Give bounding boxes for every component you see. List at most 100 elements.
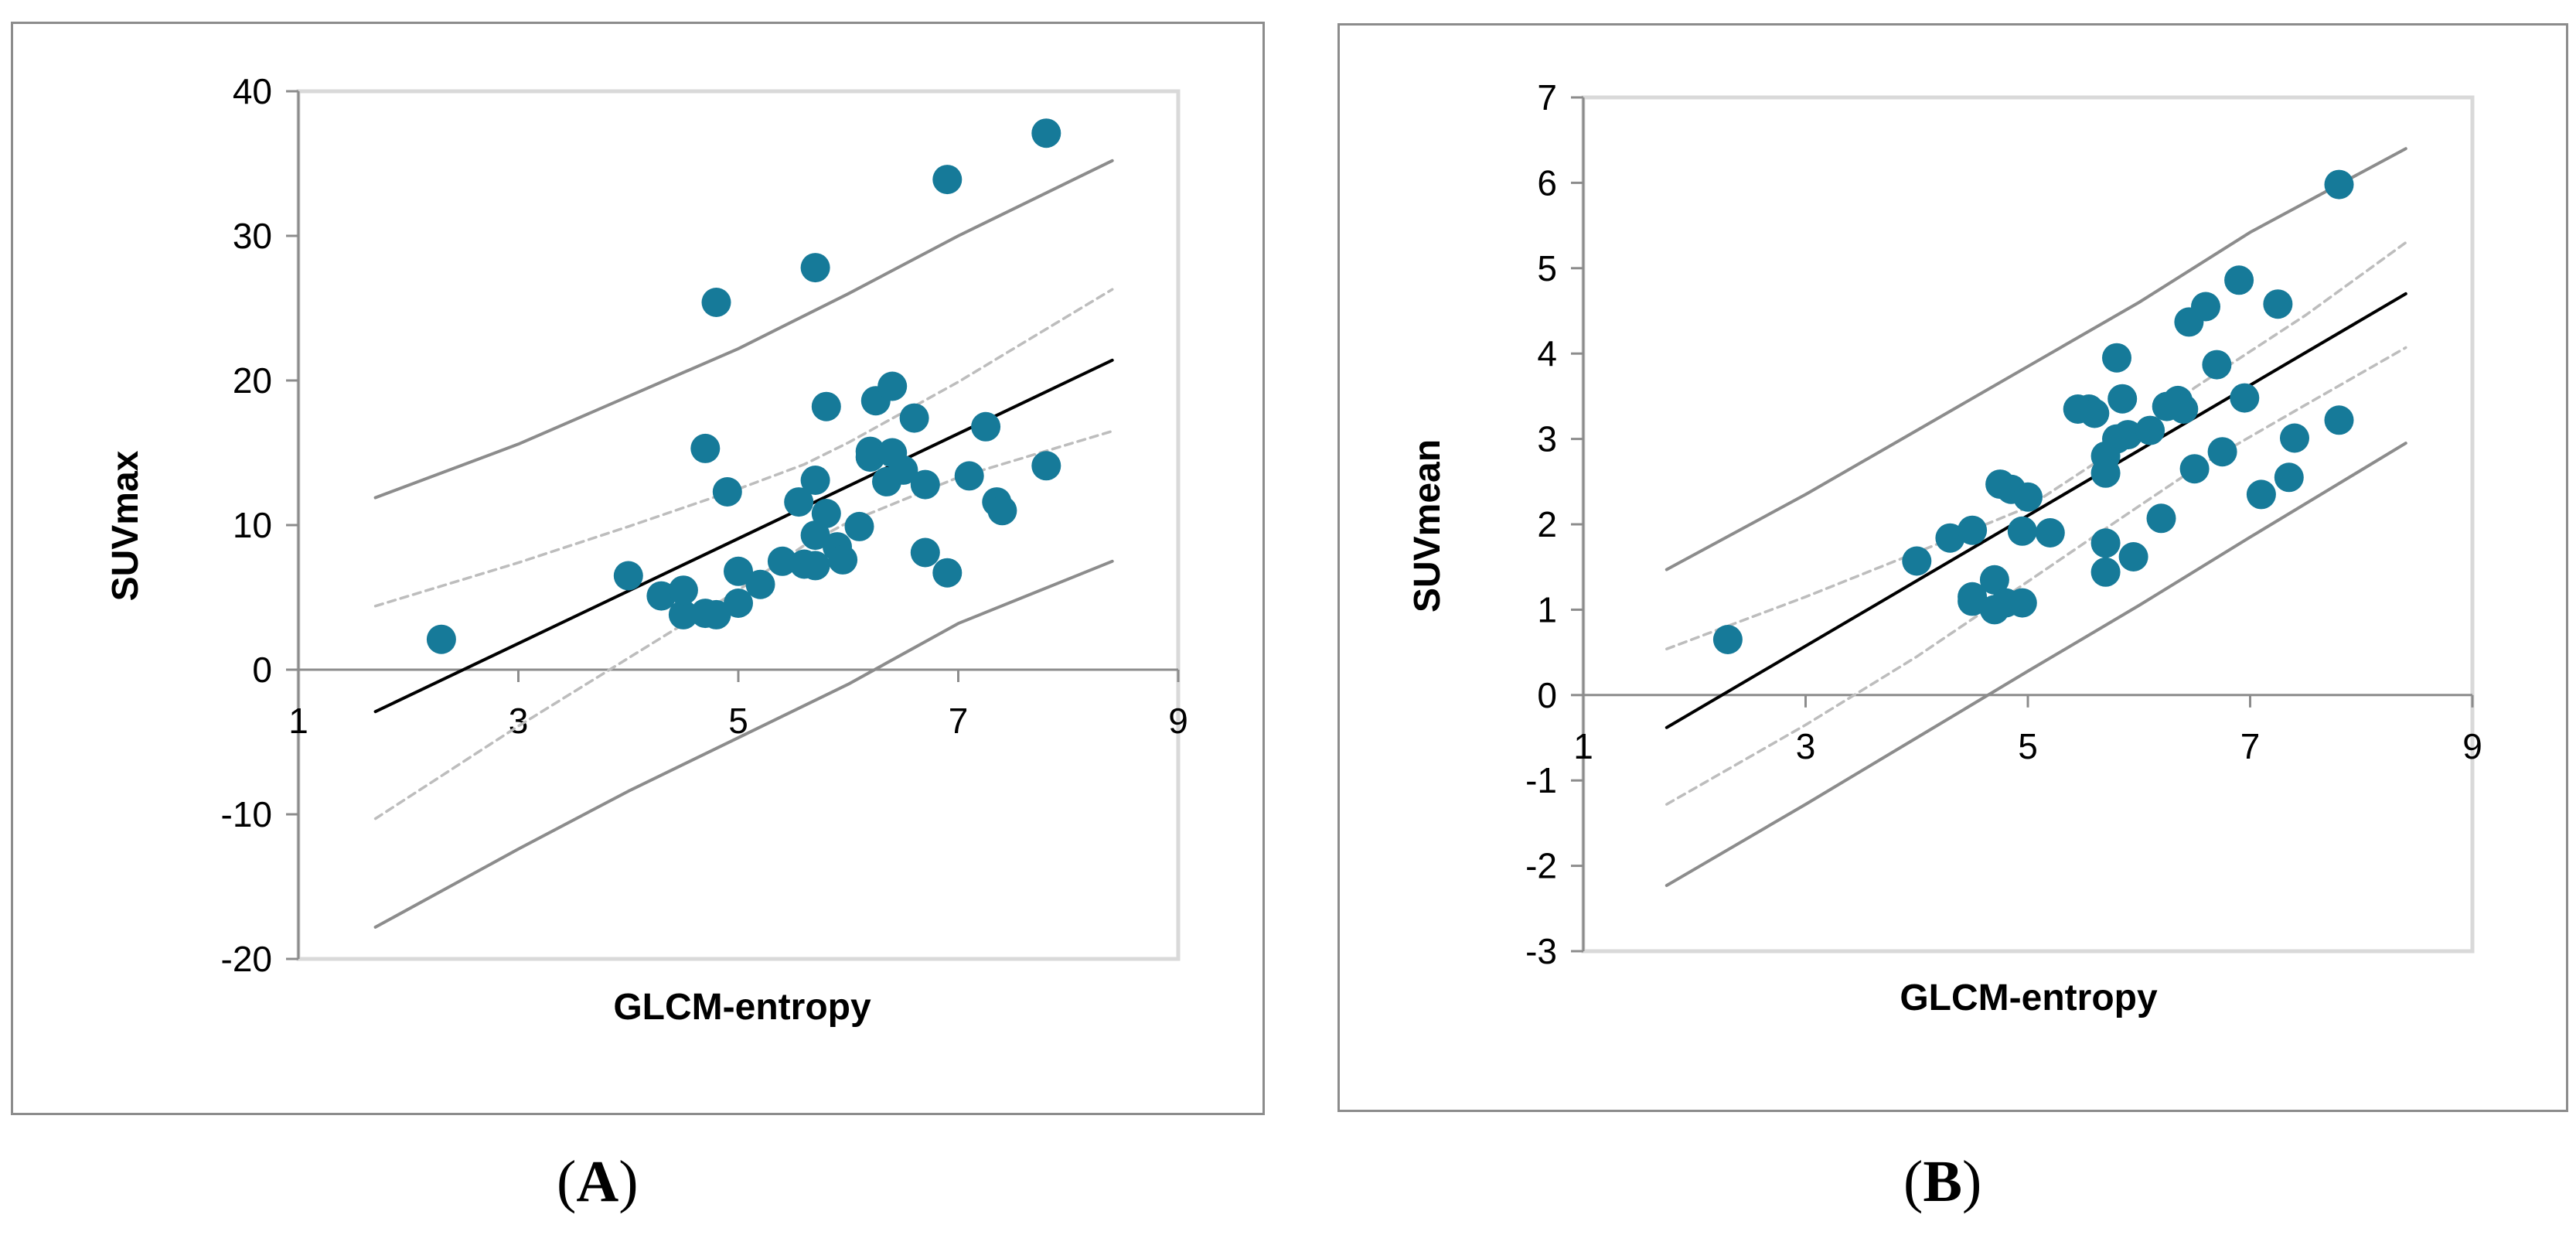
chart-a-data-point xyxy=(910,537,940,568)
chart-b-data-point xyxy=(2007,516,2037,546)
chart-a-data-point xyxy=(724,589,753,618)
chart-b-y-tick-label: 2 xyxy=(1537,504,1557,544)
chart-a-y-tick-label: 40 xyxy=(233,71,272,111)
chart-b-prediction-band-lower xyxy=(1665,442,2407,887)
chart-a-y-tick-label: 20 xyxy=(233,360,272,401)
chart-a-data-point xyxy=(888,455,918,485)
chart-b-y-tick-label: -2 xyxy=(1525,846,1557,886)
chart-a-data-point xyxy=(844,511,874,541)
chart-a-y-axis-title: SUVmax xyxy=(105,450,146,601)
chart-a-data-point xyxy=(800,253,830,283)
chart-b-y-tick-label: 7 xyxy=(1537,77,1557,118)
chart-b-data-point xyxy=(2191,292,2220,322)
chart-b-data-point xyxy=(2246,479,2276,510)
chart-a-data-point xyxy=(828,544,858,575)
caption-b-open: ( xyxy=(1903,1149,1923,1214)
chart-a-data-point xyxy=(1031,118,1061,148)
chart-a-data-point xyxy=(987,496,1017,526)
chart-b-x-tick-label: 3 xyxy=(1796,726,1816,766)
chart-a-y-tick-label: 10 xyxy=(233,505,272,545)
chart-b-y-tick-label: -1 xyxy=(1525,760,1557,800)
chart-a-data-point xyxy=(855,436,885,466)
chart-b-data-point xyxy=(2035,518,2065,548)
chart-b-data-point xyxy=(2080,398,2110,428)
chart-b-data-point xyxy=(2207,437,2237,467)
chart-b-data-point xyxy=(2013,482,2043,512)
chart-b-data-point xyxy=(2224,265,2254,295)
chart-b-x-tick-label: 5 xyxy=(2018,726,2038,766)
chart-a-data-point xyxy=(668,575,698,606)
chart-a-regression-line xyxy=(373,358,1114,714)
chart-a-data-point xyxy=(767,546,797,576)
chart-b-x-tick-label: 1 xyxy=(1573,726,1593,766)
chart-a-data-point xyxy=(811,499,841,528)
chart-b-data-point xyxy=(2280,423,2309,453)
chart-b-y-axis-title: SUVmean xyxy=(1407,439,1448,612)
caption-a: (A) xyxy=(557,1148,639,1216)
chart-a-data-point xyxy=(899,403,929,433)
chart-b-y-tick-label: 4 xyxy=(1537,333,1557,374)
chart-b-y-tick-label: 6 xyxy=(1537,162,1557,203)
caption-b: (B) xyxy=(1903,1148,1981,1216)
chart-b-data-point xyxy=(2113,420,2143,450)
chart-b-data-point xyxy=(2135,415,2165,445)
chart-b-data-point xyxy=(2007,588,2037,618)
chart-a-x-tick-label: 1 xyxy=(288,701,308,741)
chart-b-data-point xyxy=(2324,405,2354,435)
chart-a-y-tick-label: -20 xyxy=(221,939,272,979)
chart-b-prediction-band-upper xyxy=(1665,147,2407,571)
chart-b-data-point xyxy=(1712,625,1743,654)
chart-a-data-point xyxy=(932,558,963,588)
chart-b-data-point xyxy=(2202,350,2232,380)
chart-b-data-point xyxy=(1935,523,1965,553)
chart-a-data-point xyxy=(971,411,1001,442)
chart-b-data-point xyxy=(1979,565,2009,595)
chart-a-data-point xyxy=(932,165,963,195)
chart-b-data-point xyxy=(2090,458,2121,488)
chart-b-data-point xyxy=(2107,384,2138,414)
chart-a-data-point xyxy=(1031,451,1061,481)
chart-a-data-point xyxy=(745,569,775,599)
chart-b-data-point xyxy=(2118,542,2148,571)
chart-a-data-point xyxy=(784,487,814,517)
chart-a-data-point xyxy=(426,624,456,654)
chart-a-data-point xyxy=(800,520,830,551)
chart-a-plot-area xyxy=(296,89,1181,961)
chart-a-prediction-band-lower xyxy=(373,559,1114,929)
chart-a-data-point xyxy=(954,461,984,491)
chart-a-x-tick-label: 7 xyxy=(949,701,969,741)
chart-b-data-point xyxy=(1902,546,1932,576)
caption-a-close: ) xyxy=(618,1149,639,1214)
chart-b-data-point xyxy=(2169,394,2199,424)
chart-a-y-tick-label: -10 xyxy=(221,794,272,834)
chart-a-data-point xyxy=(800,466,830,495)
chart-b-data-point xyxy=(2274,462,2304,493)
chart-b-data-point xyxy=(2102,343,2131,373)
chart-a-data-point xyxy=(690,433,721,463)
chart-a-data-point xyxy=(724,556,753,586)
chart-a-x-tick-label: 9 xyxy=(1168,701,1188,741)
chart-b-data-point xyxy=(1958,586,1988,616)
caption-a-letter: A xyxy=(576,1149,619,1214)
chart-a-data-point xyxy=(701,288,731,317)
chart-b-data-point xyxy=(2090,528,2121,558)
chart-b-data-point xyxy=(2230,383,2260,413)
chart-a-confidence-band-upper xyxy=(373,288,1114,608)
chart-b-data-point xyxy=(2324,169,2354,200)
caption-a-open: ( xyxy=(557,1149,577,1214)
chart-a-data-point xyxy=(613,561,643,591)
chart-b-y-tick-label: 0 xyxy=(1537,675,1557,715)
caption-b-close: ) xyxy=(1962,1149,1982,1214)
chart-b-confidence-band-upper xyxy=(1665,241,2407,650)
chart-b-x-tick-label: 7 xyxy=(2240,726,2261,766)
chart-a-data-point xyxy=(800,551,830,581)
chart-b-y-tick-label: -3 xyxy=(1525,931,1557,971)
chart-a-y-tick-label: 0 xyxy=(252,650,272,690)
chart-b-y-tick-label: 5 xyxy=(1537,248,1557,288)
chart-a-y-tick-label: 30 xyxy=(233,216,272,256)
chart-b-data-point xyxy=(2146,503,2176,534)
chart-b-data-point xyxy=(2090,557,2121,587)
